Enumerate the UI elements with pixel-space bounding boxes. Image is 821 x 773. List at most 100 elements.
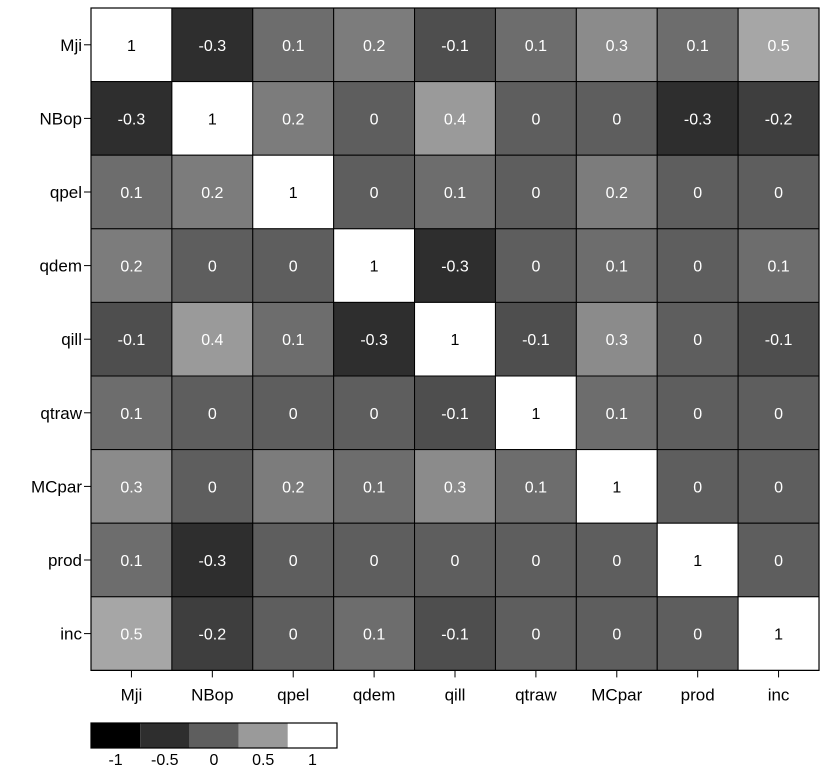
cell-value-label: 0.5 xyxy=(120,627,142,644)
cell-value-label: 0.1 xyxy=(525,38,547,55)
heatmap-cell xyxy=(90,522,173,598)
cell-value-label: 0.1 xyxy=(687,38,709,55)
cell-value-label: 1 xyxy=(693,553,702,570)
cell-value-label: -0.3 xyxy=(199,38,227,55)
cell-value-label: 0.1 xyxy=(606,406,628,423)
row-label: NBop xyxy=(39,109,82,128)
color-legend: -1 -0.5 0 0.5 1 xyxy=(90,722,338,769)
cell-value-label: -0.3 xyxy=(441,259,469,276)
cell-value-label: 0.1 xyxy=(282,38,304,55)
heatmap-cell xyxy=(90,449,173,524)
column-label: qill xyxy=(445,685,466,704)
heatmap-cell xyxy=(737,301,820,377)
cell-value-label: -0.2 xyxy=(199,627,227,644)
heatmap-cell xyxy=(737,154,820,230)
cell-value-label: -0.1 xyxy=(441,627,469,644)
heatmap-cell xyxy=(90,375,173,451)
heatmap-cell xyxy=(575,522,658,598)
heatmap-cell xyxy=(575,449,658,524)
cell-value-label: 0.2 xyxy=(606,185,628,202)
cell-value-label: 0.1 xyxy=(606,259,628,276)
heatmap-cell xyxy=(333,301,416,377)
row-labels: Mji NBop qpel qdem qill qtraw MCpar prod inc xyxy=(31,36,91,644)
cell-value-label: 1 xyxy=(289,185,298,202)
heatmap-cell xyxy=(494,301,577,377)
cell-value-label: 0 xyxy=(774,185,783,202)
row-label: MCpar xyxy=(31,477,82,496)
heatmap-cell xyxy=(90,228,173,303)
cell-value-label: 0 xyxy=(693,406,702,423)
heatmap-cell xyxy=(414,375,496,451)
heatmap-cell xyxy=(171,7,254,83)
column-label: Mji xyxy=(121,685,143,704)
column-label: NBop xyxy=(191,685,234,704)
cell-value-label: 0 xyxy=(370,111,379,128)
heatmap-cells: 1 -0.3 0.1 0.2 -0.1 0.1 0.3 0.1 0.5 -0.3 1 0.2 0 0.4 0… xyxy=(90,7,820,672)
cell-value-label: 0 xyxy=(370,185,379,202)
heatmap-cell xyxy=(333,596,416,671)
cell-value-label: -0.1 xyxy=(118,332,146,349)
heatmap-cell xyxy=(575,81,658,156)
heatmap-cell xyxy=(494,375,577,451)
heatmap-cell xyxy=(575,301,658,377)
cell-value-label: -0.3 xyxy=(360,332,388,349)
cell-value-label: -0.3 xyxy=(684,111,712,128)
heatmap-cell xyxy=(414,7,496,83)
cell-value-label: 0 xyxy=(612,111,621,128)
cell-value-label: -0.3 xyxy=(199,553,227,570)
heatmap-cell xyxy=(171,154,254,230)
cell-value-label: -0.1 xyxy=(522,332,550,349)
cell-value-label: 1 xyxy=(531,406,540,423)
cell-value-label: -0.1 xyxy=(441,406,469,423)
heatmap-cell xyxy=(414,154,496,230)
cell-value-label: 0.4 xyxy=(201,332,223,349)
legend-tick-label: 0 xyxy=(210,752,219,769)
heatmap-cell xyxy=(414,522,496,598)
cell-value-label: 0 xyxy=(693,185,702,202)
column-labels: Mji NBop qpel qdem qill qtraw MCpar prod inc xyxy=(121,670,790,704)
heatmap-cell xyxy=(171,228,254,303)
cell-value-label: 0.3 xyxy=(606,332,628,349)
cell-value-label: 0 xyxy=(693,259,702,276)
cell-value-label: 0 xyxy=(531,553,540,570)
cell-value-label: 1 xyxy=(127,38,136,55)
heatmap-cell xyxy=(333,375,416,451)
heatmap-cell xyxy=(252,375,335,451)
cell-value-label: 0.1 xyxy=(120,185,142,202)
heatmap-cell xyxy=(414,596,496,671)
cell-value-label: 0.5 xyxy=(767,38,789,55)
cell-value-label: 0 xyxy=(208,406,217,423)
heatmap-cell xyxy=(414,81,496,156)
cell-value-label: 0 xyxy=(289,406,298,423)
heatmap-cell xyxy=(171,301,254,377)
heatmap-cell xyxy=(737,596,820,671)
cell-value-label: 0.1 xyxy=(120,406,142,423)
cell-value-label: 1 xyxy=(370,259,379,276)
column-label: qdem xyxy=(353,685,396,704)
cell-value-label: 0.2 xyxy=(282,479,304,496)
cell-value-label: 0.1 xyxy=(767,259,789,276)
cell-value-label: 0 xyxy=(531,111,540,128)
cell-value-label: 0 xyxy=(693,627,702,644)
cell-value-label: 0.2 xyxy=(201,185,223,202)
cell-value-label: 0 xyxy=(370,406,379,423)
heatmap-cell xyxy=(575,154,658,230)
legend-swatch xyxy=(287,723,337,748)
heatmap-cell xyxy=(333,7,416,83)
cell-value-label: 0 xyxy=(693,332,702,349)
cell-value-label: 0.1 xyxy=(120,553,142,570)
cell-value-label: 0 xyxy=(208,259,217,276)
cell-value-label: 0.1 xyxy=(282,332,304,349)
cell-value-label: 0.3 xyxy=(444,479,466,496)
heatmap-cell xyxy=(494,522,577,598)
cell-value-label: 0.3 xyxy=(606,38,628,55)
cell-value-label: 0 xyxy=(289,627,298,644)
heatmap-cell xyxy=(252,154,335,230)
heatmap-cell xyxy=(90,7,173,83)
cell-value-label: 0 xyxy=(531,259,540,276)
legend-swatch xyxy=(189,723,239,748)
heatmap-cell xyxy=(252,81,335,156)
heatmap-cell xyxy=(252,301,335,377)
legend-tick-label: -1 xyxy=(108,752,122,769)
